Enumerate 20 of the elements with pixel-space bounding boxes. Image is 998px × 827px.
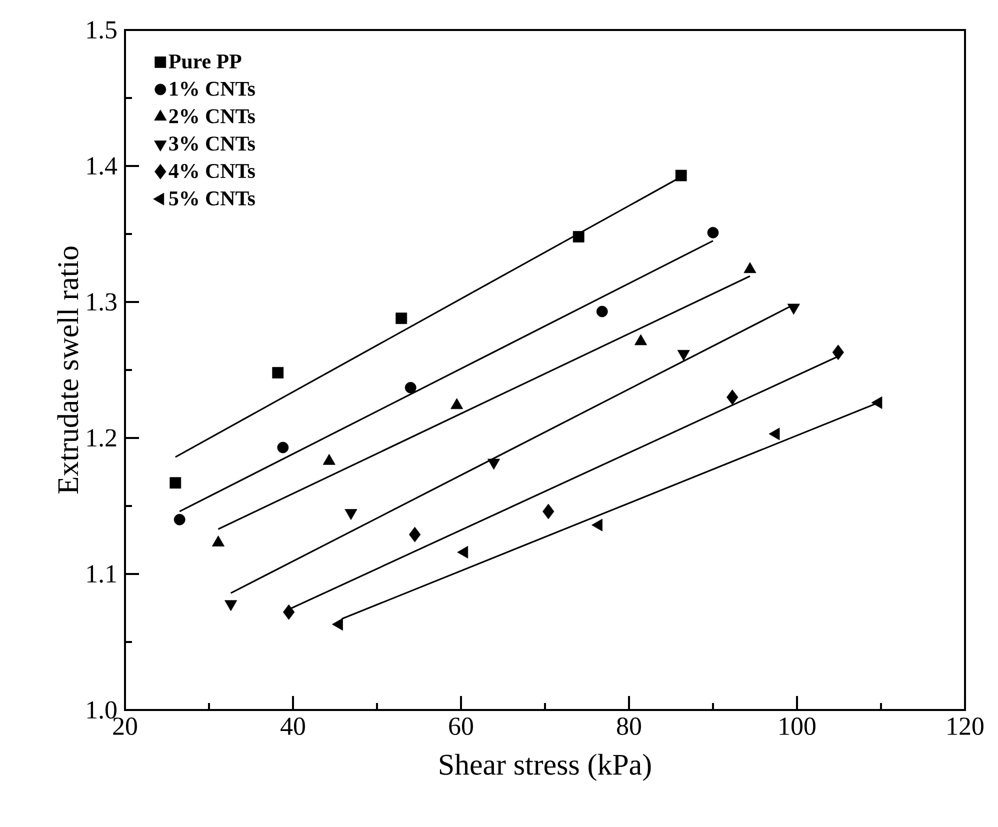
y-tick-label: 1.5 [87, 21, 116, 39]
legend-label: 4% CNTs [168, 164, 255, 178]
x-tick-label: 60 [449, 718, 473, 735]
x-tick-label: 40 [280, 718, 305, 735]
x-tick-label: 100 [780, 718, 816, 735]
legend-label: 1% CNTs [170, 82, 255, 96]
x-axis-title: Shear stress (kPa) [440, 754, 651, 781]
x-tick-label: 120 [948, 718, 984, 735]
y-tick-label: 1.2 [87, 429, 116, 447]
y-axis-title: Extrudate swell ratio [57, 246, 78, 494]
x-tick-label: 80 [617, 718, 641, 735]
x-tick-label: 20 [113, 718, 137, 735]
y-tick-label: 1.1 [87, 565, 116, 583]
y-tick-label: 1.3 [87, 293, 116, 311]
y-tick-label: 1.4 [87, 157, 118, 175]
y-tick-label: 1.0 [87, 701, 116, 719]
legend-label: Pure PP [168, 54, 242, 69]
legend-label: 2% CNTs [169, 109, 255, 124]
legend-label: 3% CNTs [169, 136, 255, 151]
legend-label: 5% CNTs [169, 191, 255, 206]
